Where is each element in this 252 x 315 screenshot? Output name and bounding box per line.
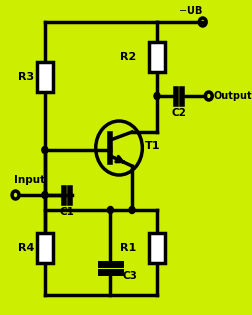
Bar: [149, 42, 164, 72]
Circle shape: [107, 207, 113, 214]
Text: Output: Output: [213, 91, 251, 101]
Bar: [37, 233, 52, 263]
Circle shape: [42, 146, 48, 153]
Text: R3: R3: [18, 72, 34, 82]
Text: C3: C3: [122, 271, 137, 281]
Text: $-$UB: $-$UB: [178, 4, 202, 16]
Text: T1: T1: [144, 141, 160, 151]
Text: R4: R4: [18, 243, 34, 253]
Text: C2: C2: [171, 108, 186, 118]
Text: R1: R1: [119, 243, 136, 253]
Text: R2: R2: [119, 52, 136, 62]
Bar: [37, 62, 52, 92]
Text: Input: Input: [14, 175, 45, 185]
Text: C1: C1: [60, 207, 74, 217]
Circle shape: [153, 93, 159, 100]
Circle shape: [42, 192, 48, 198]
Bar: [149, 233, 164, 263]
Circle shape: [129, 207, 135, 214]
